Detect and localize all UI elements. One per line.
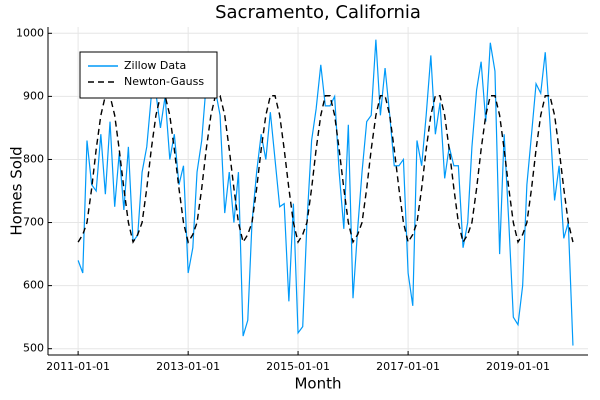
y-tick-label: 600 xyxy=(23,279,44,292)
x-tick-label: 2017-01-01 xyxy=(376,360,440,373)
x-tick-label: 2011-01-01 xyxy=(46,360,110,373)
legend-box xyxy=(79,51,218,99)
x-tick-label: 2013-01-01 xyxy=(156,360,220,373)
chart-title: Sacramento, California xyxy=(215,2,421,23)
y-tick-label: 1000 xyxy=(16,26,44,39)
y-tick-label: 500 xyxy=(23,342,44,355)
x-tick-label: 2015-01-01 xyxy=(266,360,330,373)
x-tick-label: 2019-01-01 xyxy=(486,360,550,373)
legend-label: Newton-Gauss xyxy=(124,75,204,88)
y-tick-label: 700 xyxy=(23,216,44,229)
y-tick-label: 900 xyxy=(23,89,44,102)
series-line xyxy=(77,39,574,346)
y-axis-label: Homes Sold xyxy=(8,146,26,235)
x-axis-label: Month xyxy=(294,375,341,393)
legend-label: Zillow Data xyxy=(124,59,186,72)
y-tick-label: 800 xyxy=(23,152,44,165)
